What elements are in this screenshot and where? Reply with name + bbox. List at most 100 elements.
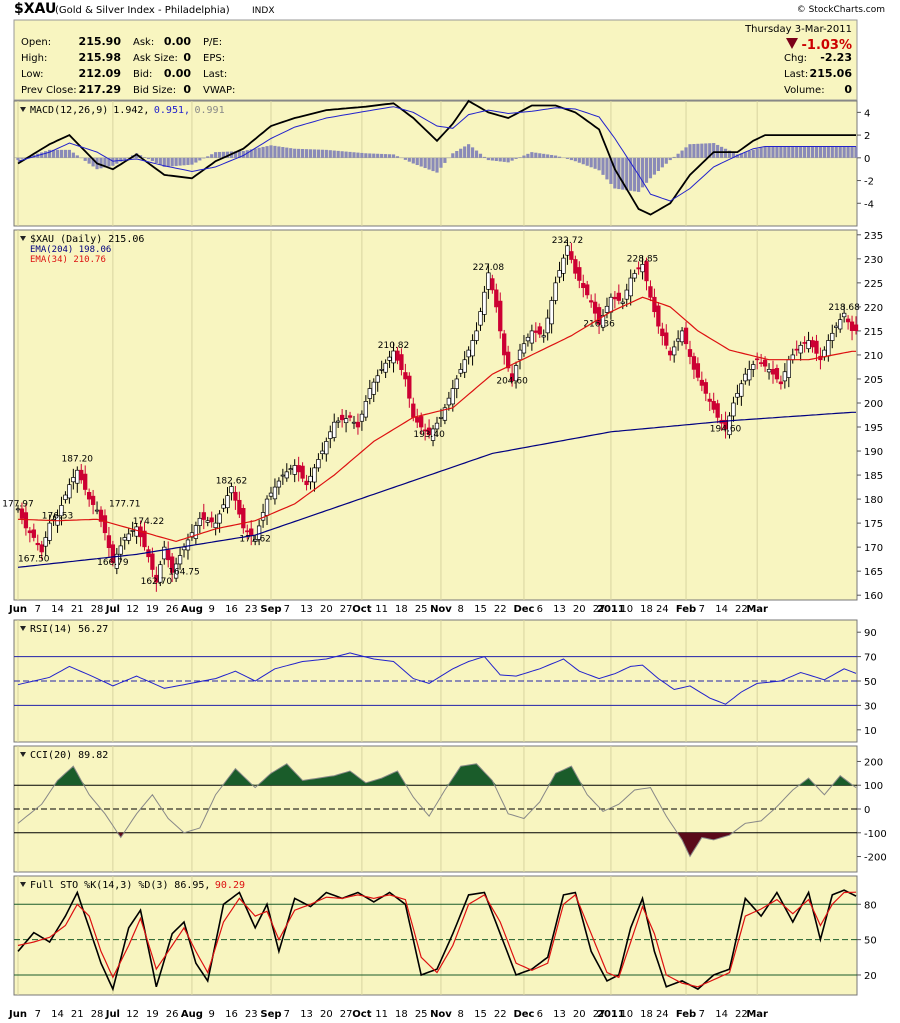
- macd-histogram-bar: [688, 144, 692, 158]
- candle-body: [126, 533, 131, 541]
- macd-histogram-bar: [601, 157, 605, 175]
- macd-histogram-bar: [320, 149, 324, 158]
- y-tick-label: 80: [864, 900, 877, 911]
- candle-body: [798, 344, 803, 354]
- macd-histogram-bar: [672, 156, 676, 158]
- macd-histogram-bar: [119, 157, 123, 162]
- quote-label: Bid Size:: [133, 85, 176, 96]
- candle-body: [426, 427, 432, 436]
- x-tick-label: 25: [415, 1009, 428, 1020]
- x-tick-label: 27: [340, 604, 353, 615]
- candle-body: [687, 349, 693, 357]
- candle-body: [636, 267, 641, 270]
- candle-body: [758, 362, 764, 364]
- macd-histogram-bar: [241, 151, 245, 158]
- candle-body: [399, 354, 404, 370]
- macd-histogram-bar: [735, 154, 740, 158]
- macd-histogram-bar: [304, 149, 309, 158]
- candle-body: [347, 415, 353, 418]
- macd-histogram-bar: [490, 157, 494, 161]
- candle-body: [612, 296, 618, 300]
- macd-histogram-bar: [755, 148, 759, 158]
- candle-body: [648, 286, 653, 298]
- symbol: $XAU: [14, 1, 56, 17]
- macd-histogram-bar: [387, 154, 392, 158]
- candle-body: [39, 544, 44, 553]
- macd-histogram-bar: [522, 155, 526, 158]
- candle-body: [391, 350, 396, 364]
- x-tick-label: Dec: [513, 604, 534, 615]
- candle-body: [221, 504, 226, 509]
- macd-histogram-bar: [312, 149, 317, 158]
- y-tick-label: 210: [864, 351, 883, 362]
- price-annotation: 228.85: [627, 255, 659, 265]
- candle-body: [181, 546, 187, 551]
- macd-histogram-bar: [779, 146, 783, 158]
- macd-histogram-bar: [593, 157, 597, 169]
- candle-body: [794, 348, 799, 351]
- cci-line-cci: [17, 763, 857, 858]
- macd-histogram-bar: [419, 157, 423, 167]
- macd-histogram-bar: [265, 146, 269, 158]
- macd-legend: MACD(12,26,9) 1.942, 0.951, 0.991: [20, 105, 225, 116]
- candle-body: [537, 326, 542, 335]
- legend-value: 90.29: [215, 880, 245, 891]
- x-tick-label: Mar: [746, 604, 768, 615]
- quote-label: Last:: [784, 69, 808, 80]
- macd-histogram-bar: [285, 147, 289, 158]
- macd-histogram-bar: [427, 157, 431, 170]
- x-tick-label: Feb: [676, 604, 696, 615]
- macd-histogram-bar: [376, 153, 380, 158]
- x-tick-label: Jun: [8, 1009, 27, 1020]
- macd-histogram-bar: [134, 153, 139, 158]
- candle-body: [834, 325, 839, 328]
- legend-marker-icon: [20, 626, 26, 631]
- macd-histogram-bar: [795, 146, 799, 158]
- candle-body: [170, 556, 175, 573]
- candle-body: [162, 546, 167, 560]
- y-tick-label: -4: [864, 199, 874, 210]
- x-tick-label: 18: [395, 1009, 408, 1020]
- macd-histogram-bar: [640, 157, 645, 188]
- price-annotation: 204.60: [496, 376, 528, 386]
- x-tick-label: 14: [715, 1009, 728, 1020]
- macd-histogram-bar: [87, 157, 91, 164]
- macd-histogram-bar: [40, 152, 44, 158]
- macd-histogram-bar: [723, 148, 728, 158]
- macd-histogram-bar: [107, 157, 111, 167]
- macd-histogram-bar: [158, 157, 162, 165]
- macd-histogram-bar: [455, 151, 459, 158]
- candle-body: [802, 342, 807, 344]
- quote-label: P/E:: [203, 37, 222, 48]
- candle-body: [838, 319, 843, 330]
- candle-body: [98, 509, 104, 522]
- x-tick-label: 18: [395, 604, 408, 615]
- candle-body: [403, 372, 408, 380]
- candle-body: [387, 356, 392, 361]
- macd-histogram-bar: [629, 157, 633, 191]
- macd-histogram-bar: [751, 149, 755, 158]
- macd-histogram-bar: [51, 149, 56, 158]
- price-annotation: 232.72: [552, 236, 584, 246]
- x-tick-label: 11: [375, 1009, 388, 1020]
- x-tick-label: 20: [320, 604, 333, 615]
- x-tick-label: 7: [35, 604, 41, 615]
- macd-histogram-bar: [546, 154, 550, 158]
- candle-body: [549, 300, 554, 325]
- sto-legend: Full STO %K(14,3) %D(3) 86.95, 90.29: [20, 880, 245, 891]
- y-tick-label: 70: [864, 653, 877, 664]
- macd-histogram-bar: [261, 146, 265, 158]
- macd-histogram-bar: [277, 146, 281, 158]
- macd-histogram-bar: [384, 154, 388, 158]
- macd-histogram-bar: [850, 146, 854, 158]
- x-tick-label: 18: [640, 604, 653, 615]
- candle-body: [102, 515, 108, 534]
- macd-histogram-bar: [692, 143, 696, 158]
- macd-histogram-bar: [585, 157, 589, 166]
- candle-body: [47, 522, 52, 541]
- index-name: (Gold & Silver Index - Philadelphia): [55, 5, 230, 16]
- macd-histogram-bar: [613, 157, 617, 189]
- candle-body: [122, 537, 127, 541]
